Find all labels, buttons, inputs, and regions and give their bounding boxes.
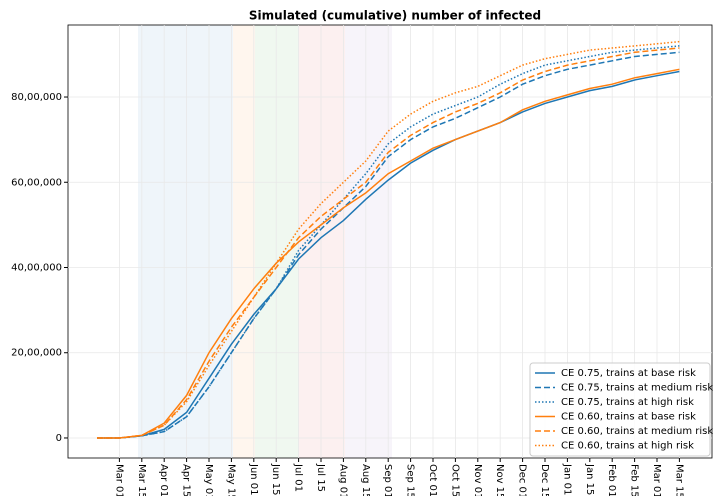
x-tick-label: Feb 15 (629, 464, 640, 496)
x-tick-label: Mar 01 (651, 464, 662, 496)
y-tick-label: 20,00,000 (11, 348, 62, 359)
legend-label: CE 0.75, trains at medium risk (561, 383, 713, 394)
period-shading (138, 25, 392, 458)
x-tick-label: Dec 01 (517, 464, 528, 496)
legend-label: CE 0.60, trains at medium risk (561, 426, 713, 437)
y-tick-label: 0 (56, 433, 62, 444)
legend-label: CE 0.60, trains at high risk (561, 441, 694, 452)
x-tick-label: Nov 15 (494, 464, 505, 496)
x-tick-label: Jun 01 (248, 463, 259, 496)
x-tick-label: Oct 01 (427, 464, 438, 496)
legend-label: CE 0.75, trains at high risk (561, 397, 694, 408)
legend-box (529, 362, 711, 457)
x-tick-label: Jan 15 (584, 463, 595, 495)
x-tick-label: May 01 (203, 464, 214, 496)
legend-label: CE 0.75, trains at base risk (561, 368, 696, 379)
x-tick-label: May 15 (225, 464, 236, 496)
legend-label: CE 0.60, trains at base risk (561, 412, 696, 423)
x-tick-label: Oct 15 (449, 464, 460, 496)
x-tick-label: Jun 15 (270, 463, 281, 496)
series-line (97, 70, 680, 439)
x-tick-label: Jul 01 (293, 463, 304, 492)
series-line (97, 47, 680, 439)
x-tick-label: Apr 01 (158, 464, 169, 496)
series-line (97, 51, 680, 439)
y-tick-label: 80,00,000 (11, 92, 62, 103)
plot-frame (67, 24, 713, 459)
y-tick-label: 40,00,000 (11, 262, 62, 273)
chart-title: Simulated (cumulative) number of infecte… (249, 9, 541, 23)
x-tick-label: Mar 15 (673, 464, 684, 496)
x-tick-label: Sep 15 (405, 464, 416, 496)
y-tick-label: 60,00,000 (11, 177, 62, 188)
x-tick-label: Feb 01 (606, 464, 617, 496)
x-tick-label: Jul 15 (315, 463, 326, 492)
x-tick-label: Jan 01 (561, 463, 572, 495)
x-tick-label: Aug 15 (360, 464, 371, 496)
x-tick-label: Sep 01 (382, 464, 393, 496)
x-tick-label: Nov 01 (472, 464, 483, 496)
series-line (97, 45, 680, 439)
series-line (97, 68, 680, 439)
series-line (97, 40, 680, 439)
x-tick-label: Mar 01 (113, 464, 124, 496)
x-tick-label: Apr 15 (181, 464, 192, 496)
x-tick-label: Dec 15 (539, 464, 550, 496)
x-tick-label: Aug 01 (337, 464, 348, 496)
x-tick-label: Mar 15 (136, 464, 147, 496)
